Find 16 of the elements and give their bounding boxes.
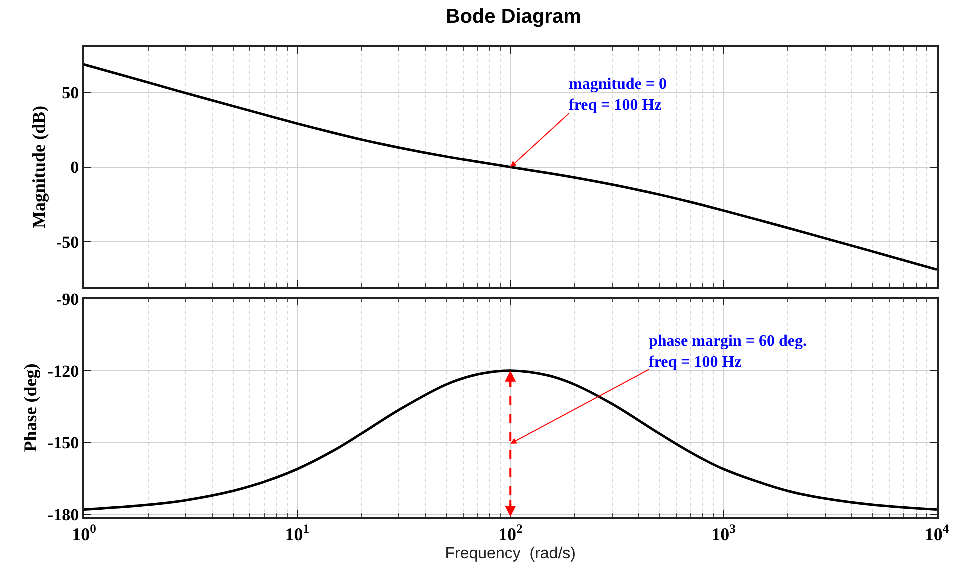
y-tick-label: -150 [48, 434, 80, 453]
y-tick-label: 50 [62, 84, 80, 103]
x-tick-label: 10$^{4}$ [924, 522, 950, 544]
x-tick-label: 10$^{3}$ [712, 522, 736, 544]
annotation: magnitude = 0 freq = 100 Hz [569, 76, 668, 114]
x-axis-title: Frequency (rad/s) [445, 546, 576, 563]
x-tick-label: 10$^{1}$ [285, 522, 310, 544]
x-tick-label: 10$^{2}$ [498, 522, 523, 544]
annotation: phase margin = 60 deg. freq = 100 Hz [649, 333, 808, 371]
y-axis-title: Phase (deg) [20, 364, 41, 452]
y-axis-title: Magnitude (dB) [29, 106, 50, 229]
y-tick-label: -50 [56, 232, 80, 252]
y-tick-label: -90 [56, 290, 80, 309]
y-tick-label: -120 [48, 362, 80, 381]
y-tick-label: 0 [70, 158, 80, 178]
chart-title: Bode Diagram [446, 6, 582, 28]
